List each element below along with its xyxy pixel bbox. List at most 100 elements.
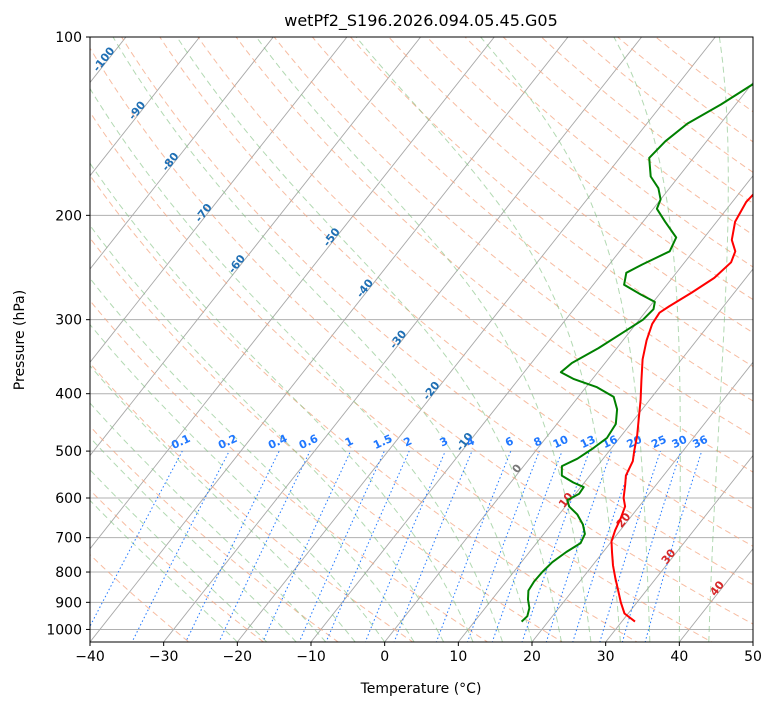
dry-adiabat-line <box>90 425 340 642</box>
isotherm-line <box>236 37 716 642</box>
grid-layer <box>90 37 753 642</box>
moist-adiabat-line <box>708 37 729 642</box>
dry-adiabat-line <box>90 47 753 625</box>
moist-adiabat-line <box>90 162 474 642</box>
dry-adiabat-line <box>121 37 753 586</box>
mixing-ratio-label: 30 <box>670 433 690 451</box>
x-axis-ticks: −40 −30 −20 −10 0 10 20 30 40 50 <box>75 642 762 665</box>
mixing-ratio-label: 1 <box>343 434 355 449</box>
moist-adiabat-line <box>90 436 297 642</box>
isotherm-label: -20 <box>420 379 443 403</box>
x-tick-label: 10 <box>449 649 467 665</box>
x-axis-label: Temperature (°C) <box>360 681 482 697</box>
y-tick-label: 600 <box>55 491 82 507</box>
x-tick-label: −30 <box>149 649 179 665</box>
moist-adiabat-line <box>355 37 621 642</box>
mixing-ratio-label: 13 <box>578 433 597 451</box>
dry-adiabat-line <box>235 37 753 473</box>
moist-adiabat-line <box>90 224 445 642</box>
mixing-ratio-label: 0.4 <box>266 432 289 452</box>
y-tick-label: 900 <box>55 595 82 611</box>
y-tick-label: 200 <box>55 208 82 224</box>
mixing-ratio-line <box>545 450 612 642</box>
mixing-ratio-line <box>90 450 183 628</box>
isotherm-line <box>90 37 274 270</box>
isotherm-label: 0 <box>510 461 525 475</box>
isotherm-line <box>90 37 495 550</box>
isotherm-label: -80 <box>159 150 182 174</box>
isotherm-label: -100 <box>90 44 117 74</box>
mixing-ratio-label: 0.2 <box>216 432 239 452</box>
moist-adiabat-line <box>112 37 533 642</box>
mixing-ratio-label: 36 <box>691 433 711 451</box>
isotherm-label: -90 <box>126 98 149 122</box>
x-tick-label: 50 <box>744 649 762 665</box>
dry-adiabat-line <box>90 111 713 642</box>
dry-adiabat-line <box>464 37 753 268</box>
x-tick-label: −40 <box>75 649 105 665</box>
dry-adiabat-line <box>90 362 414 642</box>
dry-adiabat-line <box>159 37 753 547</box>
isotherm-label: -50 <box>320 225 343 249</box>
mixing-ratio-line <box>644 450 703 642</box>
y-tick-label: 700 <box>55 531 82 547</box>
x-tick-label: 20 <box>523 649 541 665</box>
mixing-ratio-label-layer: 0.1 0.2 0.4 0.6 1 1.5 2 3 4 6 8 10 13 16 20 25 30 36 <box>169 432 710 452</box>
isotherm-line <box>605 454 753 642</box>
dewpoint-profile-line <box>520 82 753 623</box>
mixing-ratio-label: 2 <box>402 434 414 449</box>
chart-title: wetPf2_S196.2026.094.05.45.G05 <box>284 11 558 31</box>
isotherm-line <box>90 37 569 642</box>
mixing-ratio-line <box>298 450 385 642</box>
mixing-ratio-line <box>466 450 540 642</box>
y-tick-label: 800 <box>55 565 82 581</box>
x-tick-label: 0 <box>380 649 389 665</box>
moist-adiabat-line <box>90 469 268 642</box>
dry-adiabat-line <box>90 489 265 642</box>
isotherm-label: -30 <box>387 327 410 351</box>
mixing-ratio-label: 20 <box>625 433 645 451</box>
moist-adiabat-line <box>90 323 386 642</box>
mixing-ratio-line <box>218 450 311 642</box>
mixing-ratio-line <box>364 450 446 642</box>
x-tick-label: 30 <box>597 649 615 665</box>
moist-adiabat-line <box>90 365 356 642</box>
dry-adiabat-line <box>90 299 489 642</box>
mixing-ratio-line <box>131 450 230 642</box>
y-tick-label: 100 <box>55 30 82 46</box>
mixing-ratio-line <box>491 450 563 642</box>
moist-adiabat-line <box>90 499 238 642</box>
dry-adiabat-line <box>426 37 753 301</box>
profile-layer <box>520 82 753 623</box>
isotherm-label: 10 <box>556 490 576 510</box>
moist-adiabat-line <box>255 37 592 642</box>
mixing-ratio-label: 6 <box>503 434 516 449</box>
isotherm-line <box>163 37 643 642</box>
isotherm-line <box>310 81 753 642</box>
moist-adiabat-line <box>90 87 503 642</box>
moist-adiabat-line <box>90 402 327 642</box>
dry-adiabat-line <box>197 37 753 510</box>
mixing-ratio-label: 3 <box>438 434 450 449</box>
y-tick-label: 1000 <box>46 622 82 638</box>
dry-adiabat-line <box>90 237 564 642</box>
mixing-ratio-line <box>185 450 280 642</box>
mixing-ratio-label: 10 <box>551 433 571 451</box>
dry-adiabat-line <box>616 37 753 143</box>
mixing-ratio-line <box>393 450 473 642</box>
mixing-ratio-label: 25 <box>649 433 668 451</box>
y-axis-label: Pressure (hPa) <box>12 290 28 390</box>
mixing-ratio-label: 0.1 <box>169 432 192 452</box>
temperature-profile-line <box>610 193 753 623</box>
moist-adiabat-line <box>613 37 681 642</box>
dry-adiabat-line <box>311 37 753 402</box>
moist-adiabat-line <box>176 37 562 642</box>
isotherm-line <box>678 548 753 642</box>
isotherm-line <box>90 37 348 363</box>
moist-adiabat-line <box>479 37 651 642</box>
dry-adiabat-line <box>388 37 753 334</box>
dry-adiabat-line <box>90 554 190 642</box>
x-tick-label: 40 <box>670 649 688 665</box>
isotherm-line <box>457 268 753 642</box>
